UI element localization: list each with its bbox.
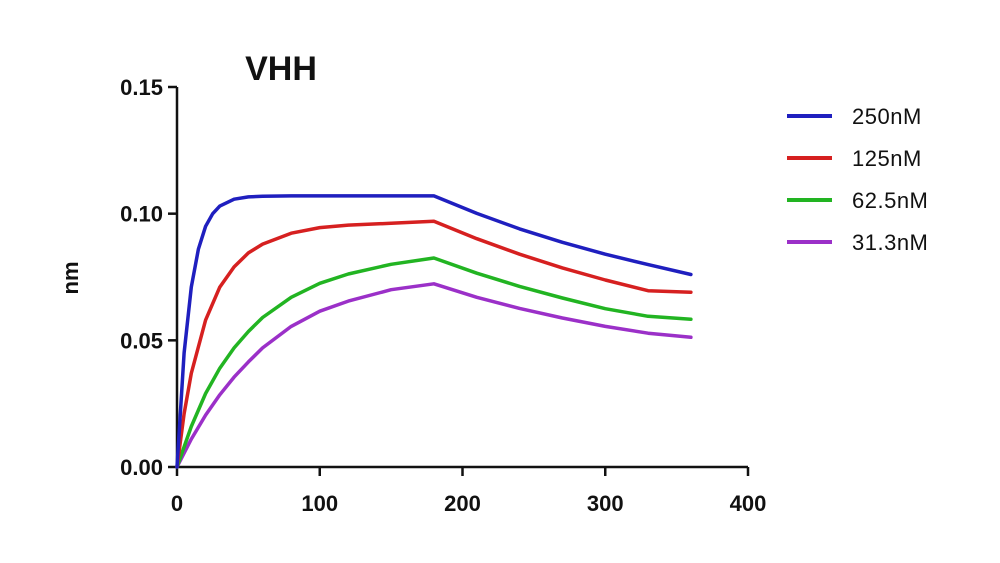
x-tick-label: 0 — [171, 491, 183, 516]
axes: 0.00 0.05 0.10 0.15 0 100 200 300 400 — [120, 75, 766, 516]
y-tick-label: 0.15 — [120, 75, 163, 100]
y-axis-label: nm — [58, 262, 83, 295]
legend-label: 125nM — [852, 146, 922, 171]
series-line-62.5nM — [175, 256, 693, 469]
chart-title: VHH — [245, 50, 317, 88]
plot-area — [175, 194, 693, 469]
x-tick-label: 200 — [444, 491, 481, 516]
legend-label: 31.3nM — [852, 230, 928, 255]
y-tick-label: 0.05 — [120, 328, 163, 353]
x-tick-label: 100 — [301, 491, 338, 516]
y-tick-label: 0.00 — [120, 455, 163, 480]
x-tick-label: 300 — [587, 491, 624, 516]
x-tick-label: 400 — [730, 491, 767, 516]
series-line-250nM — [175, 194, 693, 469]
legend: 250nM 125nM 62.5nM 31.3nM — [787, 104, 928, 255]
series-line-31.3nM — [175, 282, 693, 469]
legend-label: 250nM — [852, 104, 922, 129]
legend-label: 62.5nM — [852, 188, 928, 213]
y-tick-label: 0.10 — [120, 202, 163, 227]
series-line-125nM — [175, 219, 693, 469]
